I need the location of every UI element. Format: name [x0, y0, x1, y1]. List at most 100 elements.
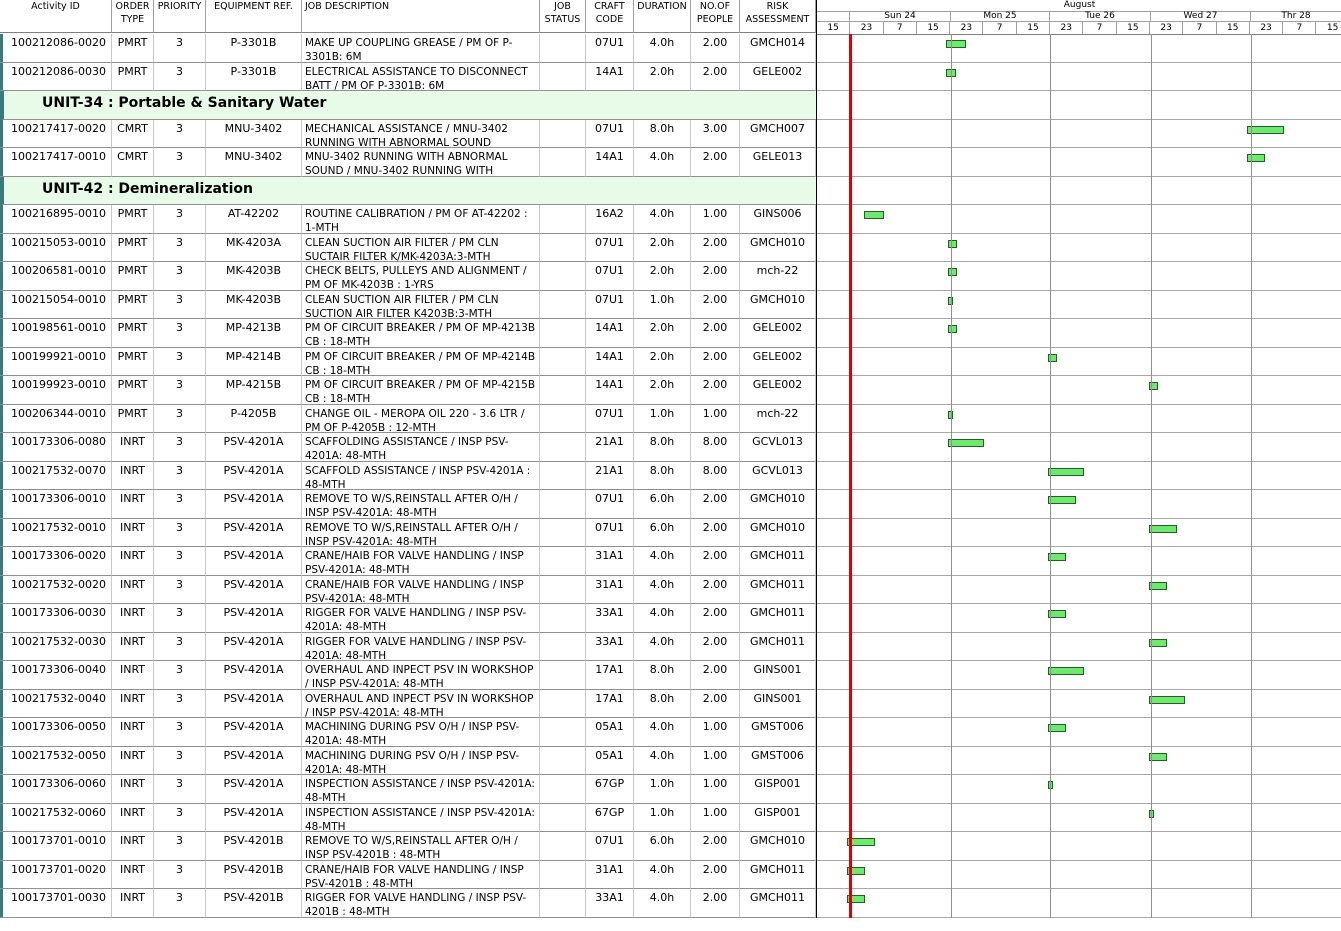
gantt-bar[interactable] [1148, 581, 1167, 590]
gantt-bar[interactable] [1048, 610, 1067, 618]
gantt-bar[interactable] [945, 40, 966, 48]
table-row[interactable]: 100199923-0010 PMRT 3 MP-4215B PM OF CIRCUIT… [0, 376, 816, 405]
order-type-cell: PMRT [112, 233, 154, 262]
gantt-row-divider [817, 147, 1341, 148]
table-row[interactable]: 100206581-0010 PMRT 3 MK-4203B CHECK BELTS, … [0, 262, 816, 291]
activity-id-cell: 100217532-0070 [0, 461, 112, 490]
gantt-bar[interactable] [1247, 125, 1285, 134]
gantt-bar[interactable] [1048, 667, 1085, 675]
gantt-bar[interactable] [945, 68, 956, 77]
gantt-bar[interactable] [1148, 752, 1167, 761]
table-row[interactable]: 100173306-0040 INRT 3 PSV-4201A OVERHAUL AND… [0, 661, 816, 690]
table-row[interactable]: 100173306-0030 INRT 3 PSV-4201A RIGGER FOR V… [0, 604, 816, 633]
priority-cell: 3 [154, 404, 206, 433]
duration-cell: 4.0h [634, 34, 691, 63]
job-description-cell: MNU-3402 RUNNING WITH ABNORMAL SOUND / M… [302, 148, 540, 177]
table-row[interactable]: 100217532-0070 INRT 3 PSV-4201A SCAFFOLD ASS… [0, 461, 816, 490]
table-row[interactable]: 100217532-0050 INRT 3 PSV-4201A MACHINING DU… [0, 746, 816, 775]
table-row[interactable]: 100216895-0010 PMRT 3 AT-42202 ROUTINE CALIB… [0, 205, 816, 234]
col-header-risk[interactable]: RISK ASSESSMENT [740, 0, 816, 33]
row-indicator [0, 319, 3, 348]
unit-group-row[interactable]: UNIT-42 : Demineralization [0, 176, 816, 205]
job-description-cell: REMOVE TO W/S,REINSTALL AFTER O/H / INSP… [302, 490, 540, 519]
risk-cell: GMCH010 [740, 290, 816, 319]
activity-id-cell: 100199921-0010 [0, 347, 112, 376]
table-row[interactable]: 100173701-0010 INRT 3 PSV-4201B REMOVE TO W/… [0, 832, 816, 861]
table-row[interactable]: 100198561-0010 PMRT 3 MP-4213B PM OF CIRCUIT… [0, 319, 816, 348]
table-row[interactable]: 100217532-0030 INRT 3 PSV-4201A RIGGER FOR V… [0, 632, 816, 661]
table-row[interactable]: 100173306-0080 INRT 3 PSV-4201A SCAFFOLDING … [0, 433, 816, 462]
table-row[interactable]: 100173701-0020 INRT 3 PSV-4201B CRANE/HAIB F… [0, 860, 816, 889]
table-row[interactable]: 100215054-0010 PMRT 3 MK-4203B CLEAN SUCTION… [0, 290, 816, 319]
gantt-bar[interactable] [1148, 524, 1177, 533]
gantt-bar[interactable] [947, 410, 953, 419]
table-row[interactable]: 100217417-0010 CMRT 3 MNU-3402 MNU-3402 RUNN… [0, 148, 816, 177]
col-header-craft-code[interactable]: CRAFT CODE [586, 0, 634, 33]
equipment-cell: MNU-3402 [206, 119, 302, 148]
activity-id-cell: 100217532-0060 [0, 803, 112, 832]
table-row[interactable]: 100212086-0030 PMRT 3 P-3301B ELECTRICAL ASS… [0, 62, 816, 91]
col-header-order-type[interactable]: ORDER TYPE [112, 0, 154, 33]
equipment-cell: PSV-4201A [206, 803, 302, 832]
gantt-bar[interactable] [1148, 382, 1158, 390]
table-row[interactable]: 100217532-0010 INRT 3 PSV-4201A REMOVE TO W/… [0, 518, 816, 547]
gantt-bar[interactable] [1148, 695, 1185, 704]
gantt-bar[interactable] [864, 211, 885, 219]
job-status-cell [540, 775, 586, 804]
people-cell: 2.00 [691, 832, 740, 861]
priority-cell: 3 [154, 262, 206, 291]
table-row[interactable]: 100212086-0020 PMRT 3 P-3301B MAKE UP COUPLI… [0, 34, 816, 63]
row-indicator [0, 746, 3, 775]
activity-id-cell: 100206581-0010 [0, 262, 112, 291]
priority-cell: 3 [154, 832, 206, 861]
gantt-bar[interactable] [847, 895, 866, 903]
table-row[interactable]: 100217532-0040 INRT 3 PSV-4201A OVERHAUL AND… [0, 689, 816, 718]
table-row[interactable]: 100217417-0020 CMRT 3 MNU-3402 MECHANICAL AS… [0, 119, 816, 148]
col-header-job-description[interactable]: JOB DESCRIPTION [302, 0, 540, 33]
gantt-bar[interactable] [1148, 638, 1167, 647]
table-row[interactable]: 100173306-0060 INRT 3 PSV-4201A INSPECTION A… [0, 775, 816, 804]
job-description-cell: CLEAN SUCTION AIR FILTER / PM CLN SUCTIO… [302, 290, 540, 319]
activity-id-cell: 100173306-0020 [0, 547, 112, 576]
unit-group-row[interactable]: UNIT-34 : Portable & Sanitary Water [0, 91, 816, 120]
table-row[interactable]: 100199921-0010 PMRT 3 MP-4214B PM OF CIRCUIT… [0, 347, 816, 376]
order-type-cell: PMRT [112, 62, 154, 91]
gantt-bar[interactable] [947, 239, 957, 248]
gantt-bar[interactable] [1048, 467, 1085, 476]
gantt-bar[interactable] [1048, 353, 1058, 362]
col-header-people[interactable]: NO.OF PEOPLE [691, 0, 740, 33]
col-header-job-status[interactable]: JOB STATUS [540, 0, 586, 33]
table-row[interactable]: 100217532-0020 INRT 3 PSV-4201A CRANE/HAIB F… [0, 575, 816, 604]
gantt-bar[interactable] [947, 268, 957, 276]
equipment-cell: P-4205B [206, 404, 302, 433]
table-row[interactable]: 100217532-0060 INRT 3 PSV-4201A INSPECTION A… [0, 803, 816, 832]
table-row[interactable]: 100215053-0010 PMRT 3 MK-4203A CLEAN SUCTION… [0, 233, 816, 262]
gantt-bar[interactable] [1247, 154, 1266, 162]
gantt-bar[interactable] [1048, 724, 1067, 732]
table-row[interactable]: 100206344-0010 PMRT 3 P-4205B CHANGE OIL - M… [0, 404, 816, 433]
table-row[interactable]: 100173306-0020 INRT 3 PSV-4201A CRANE/HAIB F… [0, 547, 816, 576]
table-row[interactable]: 100173306-0010 INRT 3 PSV-4201A REMOVE TO W/… [0, 490, 816, 519]
gantt-row-divider [817, 232, 1341, 234]
table-row[interactable]: 100173701-0030 INRT 3 PSV-4201B RIGGER FOR V… [0, 889, 816, 918]
gantt-bar[interactable] [1048, 553, 1067, 561]
risk-cell: GELE002 [740, 347, 816, 376]
gantt-row-divider [817, 574, 1341, 576]
col-header-equipment[interactable]: EQUIPMENT REF. [206, 0, 302, 33]
gantt-bar[interactable] [947, 296, 953, 305]
col-header-priority[interactable]: PRIORITY [154, 0, 206, 33]
risk-cell: GELE002 [740, 376, 816, 405]
gantt-bar[interactable] [847, 838, 876, 846]
gantt-bar[interactable] [947, 325, 957, 333]
col-header-duration[interactable]: DURATION [634, 0, 691, 33]
col-header-activity-id[interactable]: Activity ID [0, 0, 112, 33]
people-cell: 2.00 [691, 889, 740, 918]
gantt-bar[interactable] [847, 866, 866, 875]
gantt-bar[interactable] [1048, 496, 1077, 504]
craft-code-cell: 07U1 [586, 490, 634, 519]
job-status-cell [540, 718, 586, 747]
table-row[interactable]: 100173306-0050 INRT 3 PSV-4201A MACHINING DU… [0, 718, 816, 747]
row-indicator [0, 604, 3, 633]
gantt-bar[interactable] [947, 439, 984, 447]
job-description-cell: MACHINING DURING PSV O/H / INSP PSV-4201… [302, 718, 540, 747]
